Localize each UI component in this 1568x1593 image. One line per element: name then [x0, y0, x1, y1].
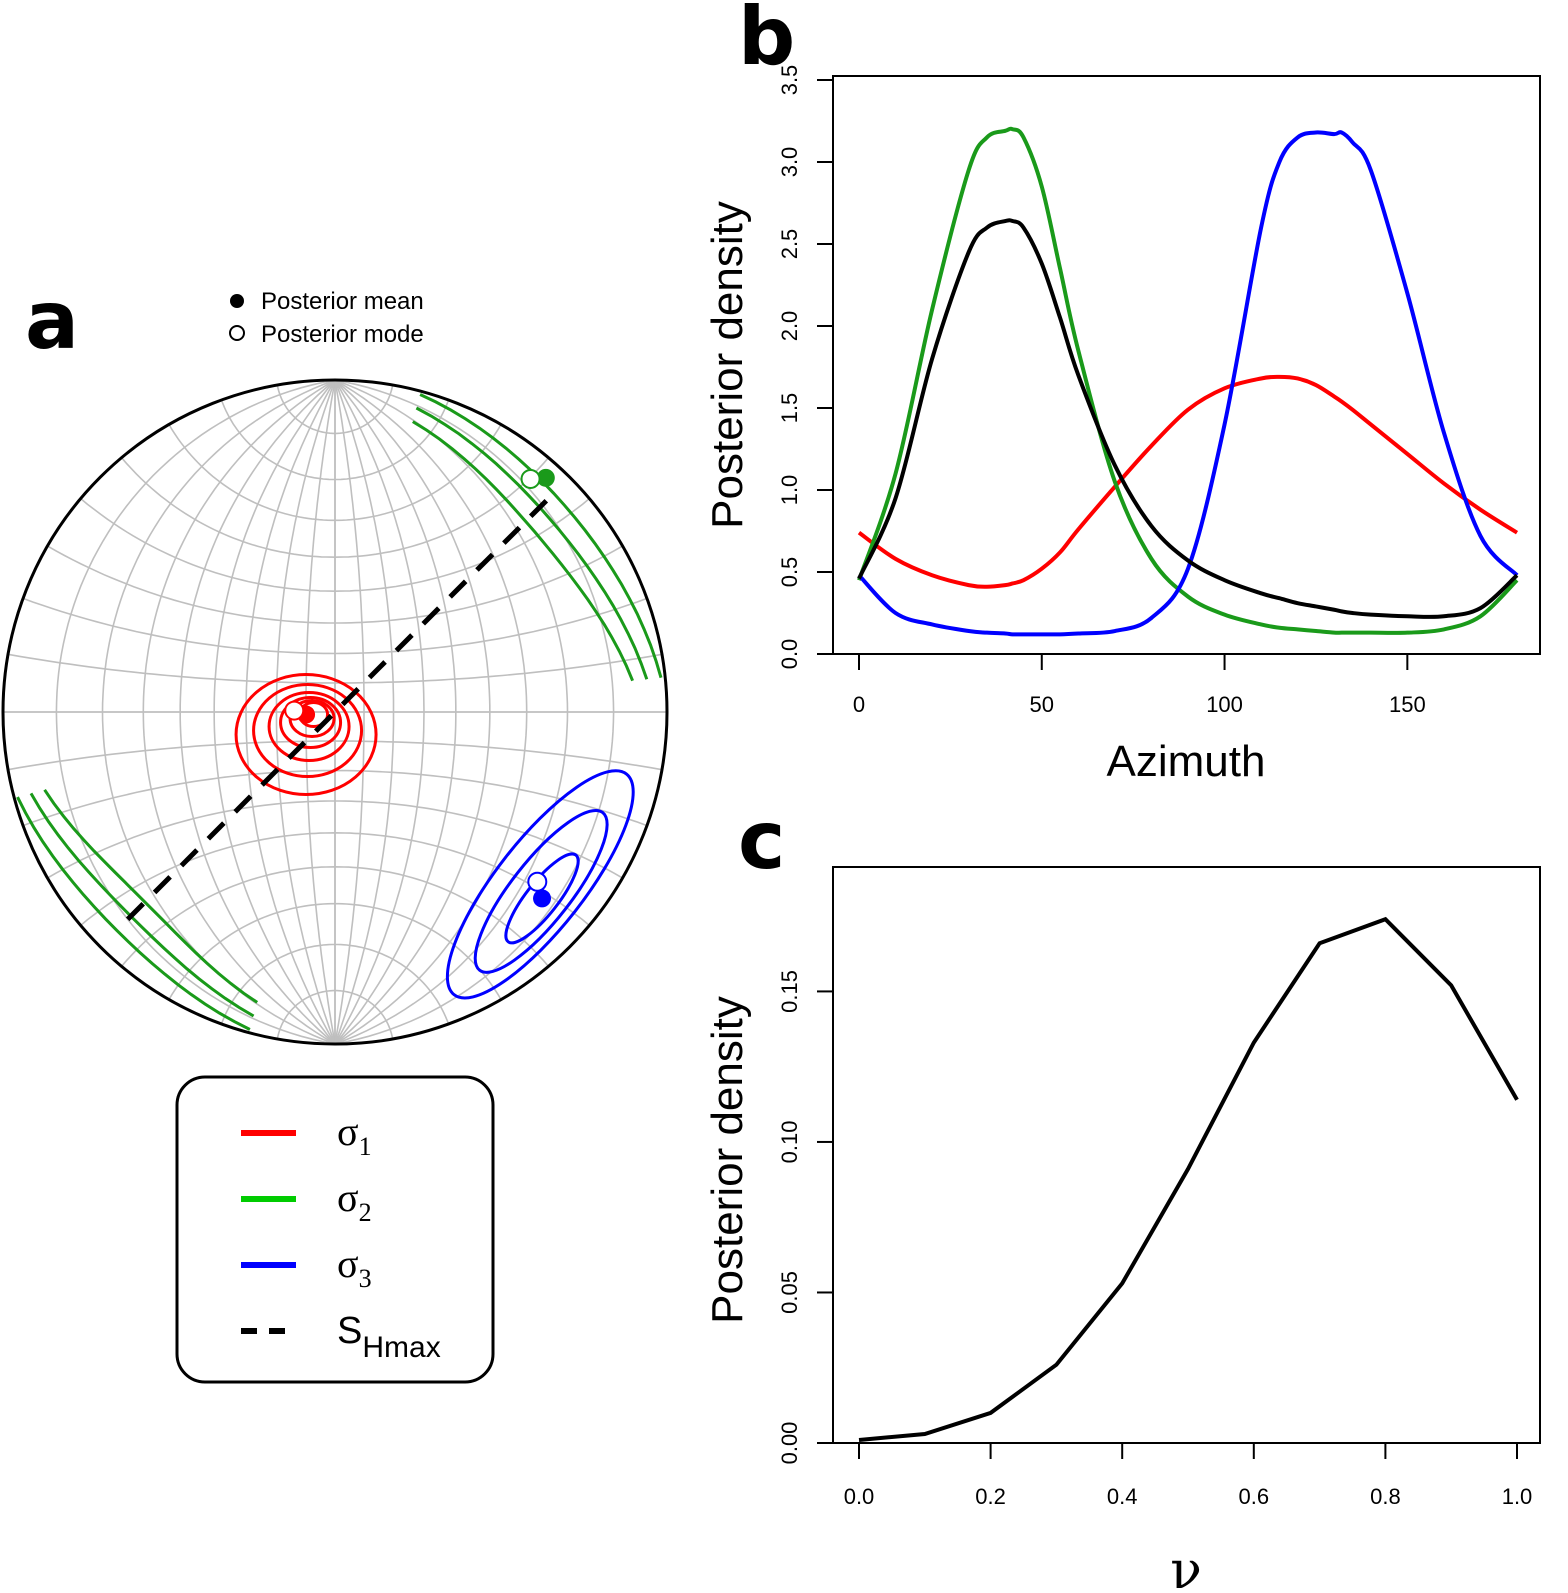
sigma3-contour	[473, 808, 609, 974]
panel-c-plot-frame	[832, 866, 1541, 1444]
y-tick-label: 0.5	[777, 557, 802, 588]
panel-c-y-axis-title: Posterior density	[703, 996, 752, 1324]
y-tick-label: 0.0	[777, 639, 802, 670]
panel-b-plot-frame	[832, 75, 1541, 655]
sigma3-contour	[445, 769, 635, 1000]
sigma1-contour	[252, 683, 364, 779]
panel-b-x-axis-title: Azimuth	[1107, 737, 1266, 786]
shmax-line	[121, 498, 549, 926]
nu-density-line	[858, 916, 1519, 1442]
x-tick-label: 0.0	[844, 1484, 875, 1509]
sigma1-contour	[279, 696, 343, 750]
sigma2-contour	[419, 393, 663, 679]
stereonet-primitive-circle	[1, 378, 669, 1046]
x-tick-label: 50	[1030, 692, 1054, 717]
x-tick-label: 0.6	[1239, 1484, 1270, 1509]
mode-point	[527, 871, 548, 892]
panel-a-letter: a	[25, 274, 79, 367]
x-tick-label: 0.8	[1370, 1484, 1401, 1509]
x-tick-label: 150	[1389, 692, 1426, 717]
density-line-σ2	[857, 126, 1519, 635]
stereonet-contours	[16, 393, 663, 1031]
sigma1-contour	[234, 673, 378, 797]
stereonet-grid	[3, 380, 667, 1044]
x-tick-label: 100	[1206, 692, 1243, 717]
y-tick-label: 0.00	[777, 1422, 802, 1465]
sigma3-contour	[504, 852, 580, 945]
sigma2-contour	[415, 406, 649, 680]
panel-c-nu-density: c 0.0 0.2 0.4 0.6 0.8 1.0 0.00 0.05 0.10 0.15 ν P…	[703, 794, 1541, 1593]
panel-c-x-axis-title: ν	[1170, 1541, 1202, 1593]
density-line-σ1	[857, 374, 1519, 589]
panel-b-azimuth-density: b 0 50 100 150 0.0 0.5 1.0 1.5 2.0 2.5 3.0 3.5 Azim…	[703, 0, 1541, 786]
panel-b-y-axis-title: Posterior density	[703, 201, 752, 529]
y-tick-label: 3.5	[777, 65, 802, 96]
y-tick-label: 2.5	[777, 229, 802, 260]
panel-c-axes: 0.0 0.2 0.4 0.6 0.8 1.0 0.00 0.05 0.10 0.15	[777, 970, 1532, 1509]
y-tick-label: 2.0	[777, 311, 802, 342]
y-tick-label: 1.5	[777, 393, 802, 424]
x-tick-label: 1.0	[1502, 1484, 1533, 1509]
panel-c-letter: c	[738, 794, 785, 887]
panel-b-letter: b	[738, 0, 795, 83]
stereonet-markers	[284, 468, 555, 908]
y-tick-label: 1.0	[777, 475, 802, 506]
sigma1-contour	[267, 691, 351, 763]
y-tick-label: 0.10	[777, 1121, 802, 1164]
density-line-SHmax	[857, 218, 1519, 619]
sigma2-contour	[412, 420, 634, 682]
panel-b-axes: 0 50 100 150 0.0 0.5 1.0 1.5 2.0 2.5 3.0 3.5	[777, 65, 1426, 717]
legend-mode-marker	[229, 325, 245, 341]
x-tick-label: 0.4	[1107, 1484, 1138, 1509]
sigma2-contour	[43, 788, 259, 1004]
y-tick-label: 3.0	[777, 147, 802, 178]
density-line-σ3	[857, 130, 1519, 637]
panel-b-series	[857, 126, 1519, 637]
y-tick-label: 0.05	[777, 1271, 802, 1314]
mean-point	[536, 468, 555, 487]
line-legend-box	[175, 1075, 495, 1384]
legend-mode-label: Posterior mode	[261, 321, 424, 348]
sigma2-contour	[16, 796, 251, 1031]
mode-point	[284, 700, 305, 721]
y-tick-label: 0.15	[777, 970, 802, 1013]
panel-a-stereonet: a Posterior mean Posterior mode σ1σ2σ3SH…	[1, 274, 669, 1384]
x-tick-label: 0.2	[975, 1484, 1006, 1509]
legend-mean-label: Posterior mean	[261, 288, 424, 315]
mean-point	[533, 889, 552, 908]
panel-c-series	[858, 916, 1519, 1442]
legend-mean-marker	[230, 294, 244, 308]
x-tick-label: 0	[853, 692, 865, 717]
mode-point	[520, 468, 541, 489]
